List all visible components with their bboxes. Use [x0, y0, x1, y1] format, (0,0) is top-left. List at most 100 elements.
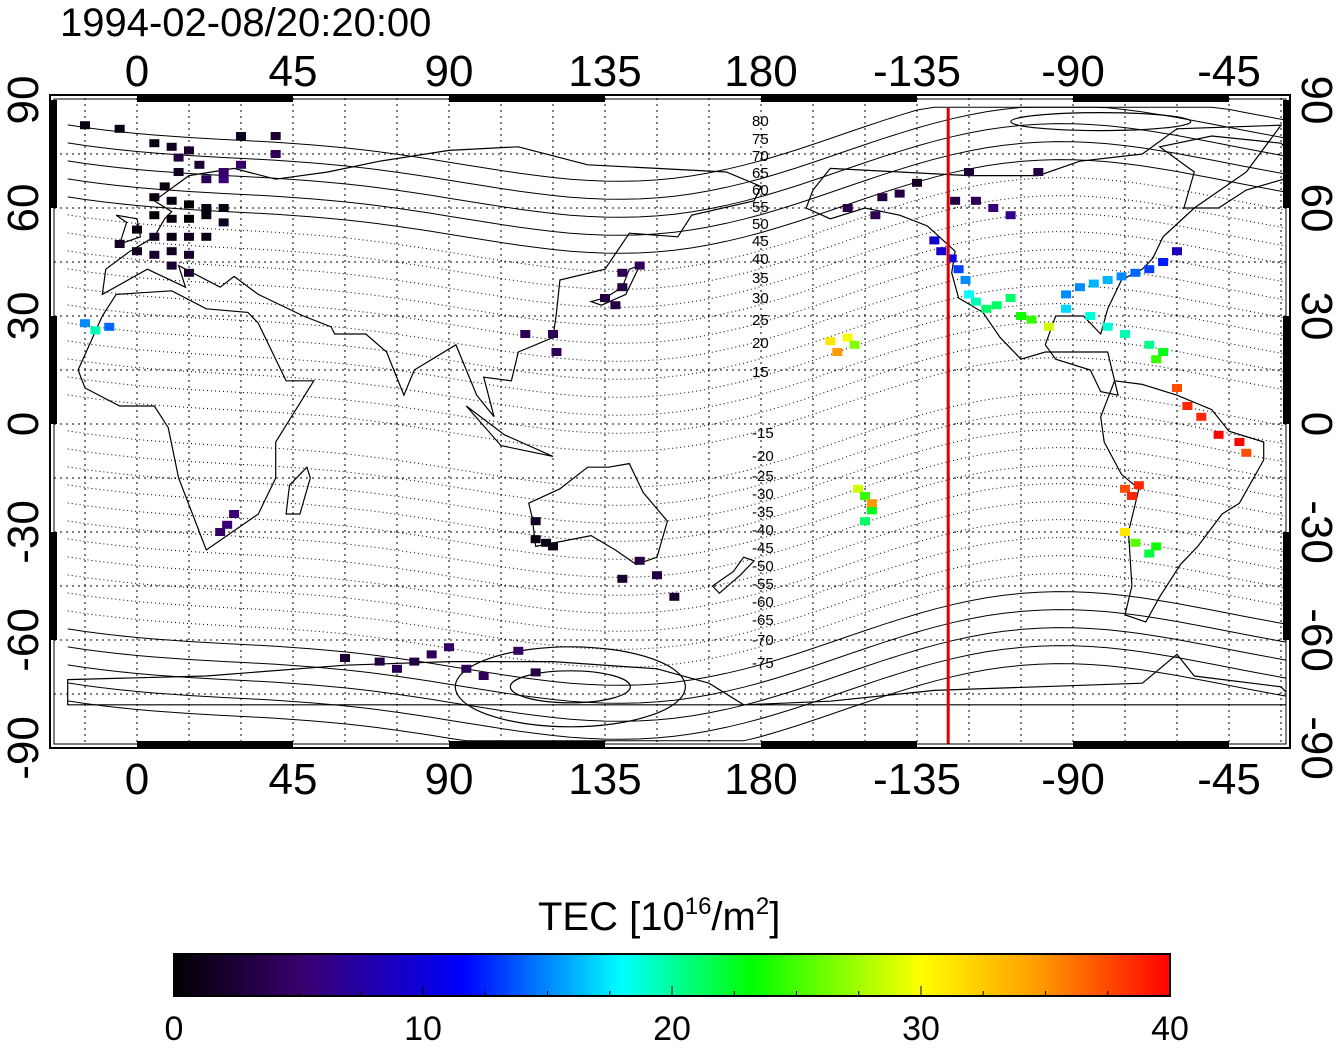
tec-point	[1182, 402, 1193, 410]
tec-point	[1033, 168, 1044, 176]
latitude-labels-left: 90 60 30 0 -30 -60 -90	[0, 76, 48, 780]
coast-britain	[115, 214, 142, 245]
tec-point	[877, 193, 888, 202]
maglat-label: 40	[752, 251, 769, 268]
tec-point	[1158, 348, 1169, 356]
frame-bar-bottom	[1073, 741, 1229, 748]
maglat-label: -45	[752, 540, 774, 557]
tec-point	[392, 664, 402, 673]
lat-label-left: 30	[0, 292, 48, 341]
maglat-contour	[67, 519, 1286, 614]
maglat-contour	[67, 663, 1286, 742]
tec-point	[1133, 481, 1144, 490]
tec-point	[166, 142, 177, 151]
tec-point	[1158, 258, 1169, 266]
tec-point	[166, 196, 177, 205]
tec-point	[409, 657, 420, 666]
maglat-label: -70	[752, 632, 774, 649]
tec-point	[1120, 330, 1130, 338]
tec-point	[530, 535, 541, 544]
tec-point	[849, 340, 860, 349]
tec-point	[218, 204, 229, 212]
tec-point	[270, 150, 281, 158]
tec-point	[842, 204, 853, 212]
colorbar-tick-label: 20	[653, 1010, 691, 1048]
tec-point	[1043, 322, 1054, 331]
tec-point	[184, 250, 194, 259]
maglat-contour	[67, 591, 1286, 686]
lon-label-top: 135	[568, 47, 641, 96]
tec-point	[988, 204, 999, 212]
tec-point	[600, 294, 610, 302]
tec-point	[960, 276, 971, 284]
maglat-label: 30	[752, 290, 769, 307]
maglat-contour	[67, 123, 1286, 218]
lon-label-top: 180	[724, 47, 797, 96]
maglat-label: 15	[752, 364, 769, 381]
frame-bar-bottom	[449, 741, 605, 748]
tec-point	[953, 265, 964, 274]
lat-label-left: -30	[0, 500, 48, 564]
tec-point	[374, 657, 385, 666]
tec-point	[1172, 247, 1182, 256]
maglat-label: 50	[752, 216, 769, 233]
lon-label-bottom: 90	[425, 755, 474, 804]
tec-point	[1144, 340, 1155, 349]
tec-point	[541, 538, 552, 547]
tec-point	[513, 646, 524, 655]
maglat-contour	[67, 357, 1286, 452]
tec-point	[80, 319, 90, 328]
tec-point	[866, 499, 877, 508]
longitude-labels-top: 0 45 90 135 180 -135 -90 -45	[125, 47, 1261, 96]
lon-label-bottom: 45	[269, 755, 318, 804]
maglat-contour	[67, 609, 1286, 704]
tec-point	[1102, 322, 1113, 331]
maglat-contour	[67, 159, 1286, 254]
lon-label-top: 45	[269, 47, 318, 96]
maglat-label: 80	[752, 113, 769, 130]
tec-point	[991, 301, 1002, 310]
coastlines	[67, 124, 1286, 706]
maglat-label: -50	[752, 558, 774, 575]
tec-point	[853, 484, 864, 493]
tec-point	[1120, 484, 1130, 493]
tec-point	[1088, 279, 1099, 288]
tec-point	[617, 268, 628, 277]
maglat-contour	[67, 339, 1286, 434]
tec-point	[610, 301, 621, 310]
maglat-contour	[67, 285, 1286, 380]
lat-label-right: 60	[1292, 184, 1341, 233]
tec-point	[1234, 438, 1245, 446]
frame-bar-right	[1283, 316, 1290, 424]
frame-bar-top	[1073, 95, 1229, 102]
tec-point	[860, 517, 870, 526]
tec-point	[444, 643, 454, 652]
tec-point	[1061, 290, 1072, 299]
tec-point	[1126, 492, 1137, 500]
tec-point	[912, 178, 922, 187]
coast-north-america	[805, 124, 1283, 396]
maglat-contour	[67, 267, 1286, 362]
tec-point	[1172, 384, 1182, 392]
map-area	[54, 98, 1286, 744]
longitude-labels-bottom: 0 45 90 135 180 -135 -90 -45	[125, 755, 1261, 804]
timestamp-title: 1994-02-08/20:20:00	[60, 1, 431, 45]
tec-point	[270, 132, 281, 140]
maglat-label: -20	[752, 448, 774, 465]
tec-point	[104, 322, 115, 331]
tec-point	[825, 337, 836, 346]
maglat-label: 60	[752, 182, 769, 199]
tec-point	[201, 232, 212, 241]
maglat-contour	[67, 627, 1286, 722]
tec-point	[548, 330, 558, 338]
tec-point	[201, 175, 212, 184]
maglat-label: 75	[752, 131, 769, 148]
tec-point	[159, 182, 170, 191]
maglat-contour-pole-south-outer	[454, 646, 686, 728]
lat-label-left: 90	[0, 76, 48, 125]
maglat-label: -60	[752, 594, 774, 611]
tec-point	[236, 132, 246, 140]
maglat-label: -55	[752, 576, 774, 593]
tec-point	[894, 189, 905, 198]
